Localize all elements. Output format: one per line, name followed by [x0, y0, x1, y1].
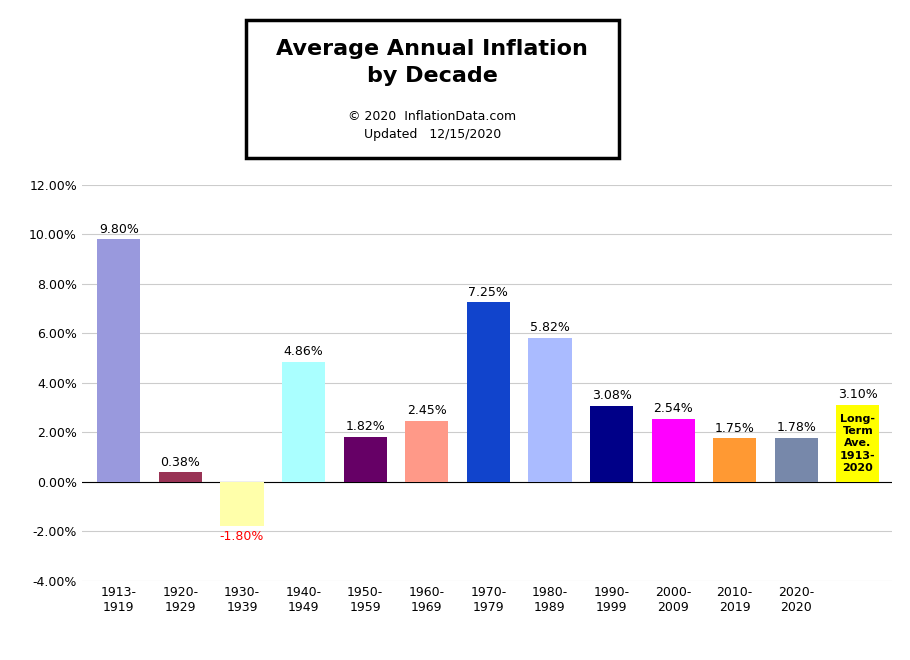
- Bar: [220, 482, 264, 527]
- Bar: [467, 302, 510, 482]
- Bar: [836, 405, 879, 482]
- Bar: [405, 421, 449, 482]
- Text: 7.25%: 7.25%: [469, 286, 509, 298]
- Text: 1.75%: 1.75%: [715, 422, 754, 435]
- Bar: [344, 437, 387, 482]
- Bar: [159, 473, 202, 482]
- Text: © 2020  InflationData.com
Updated   12/15/2020: © 2020 InflationData.com Updated 12/15/2…: [349, 110, 516, 141]
- Bar: [590, 405, 633, 482]
- Text: 3.08%: 3.08%: [592, 389, 632, 402]
- Bar: [713, 438, 756, 482]
- Text: 1.78%: 1.78%: [776, 421, 816, 434]
- Bar: [529, 338, 571, 482]
- Text: 5.82%: 5.82%: [530, 321, 570, 334]
- Text: -1.80%: -1.80%: [220, 530, 264, 543]
- Text: Long-
Term
Ave.
1913-
2020: Long- Term Ave. 1913- 2020: [840, 414, 875, 473]
- Text: 1.82%: 1.82%: [345, 420, 385, 433]
- Bar: [652, 419, 694, 482]
- Bar: [97, 240, 140, 482]
- Bar: [282, 362, 325, 482]
- Text: 3.10%: 3.10%: [838, 388, 878, 401]
- Text: 0.38%: 0.38%: [160, 455, 200, 469]
- Text: Average Annual Inflation
by Decade: Average Annual Inflation by Decade: [277, 40, 588, 86]
- Text: 2.54%: 2.54%: [653, 402, 693, 415]
- Text: 4.86%: 4.86%: [284, 345, 323, 358]
- Text: 9.80%: 9.80%: [99, 222, 139, 236]
- Text: 2.45%: 2.45%: [407, 405, 447, 418]
- Bar: [774, 438, 818, 482]
